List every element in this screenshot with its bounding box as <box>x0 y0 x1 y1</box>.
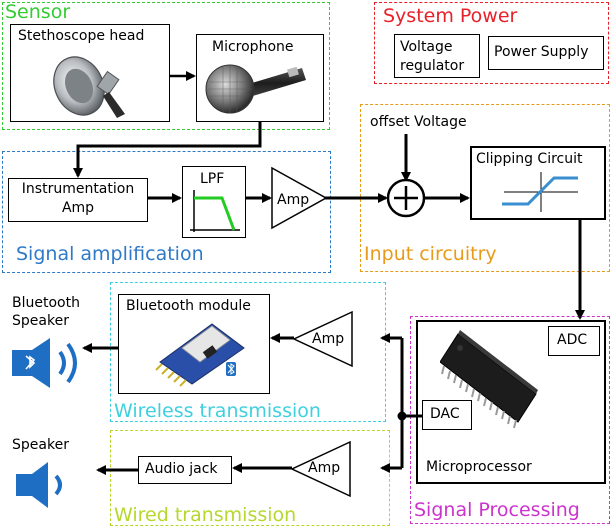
adc-block <box>548 326 600 356</box>
dac-label: DAC <box>430 406 460 422</box>
lpf-label: LPF <box>200 171 225 187</box>
sensor-group <box>2 2 330 130</box>
microprocessor-label: Microprocessor <box>426 459 532 475</box>
input-circuitry-group-title: Input circuitry <box>364 243 497 265</box>
bluetooth-speaker-icon <box>12 338 77 388</box>
audio-jack-block <box>138 456 232 484</box>
speaker-icon <box>16 462 62 508</box>
signal-processing-group <box>410 316 610 524</box>
wireless-transmission-group <box>110 282 386 422</box>
microphone-label: Microphone <box>212 39 294 55</box>
wireless-transmission-group-title: Wireless transmission <box>114 400 321 422</box>
instrumentation-amp-label-line2: Amp <box>61 200 95 216</box>
clipping-circuit-label: Clipping Circuit <box>476 151 583 167</box>
microphone-icon <box>205 64 306 114</box>
wired-transmission-group-title: Wired transmission <box>114 504 297 526</box>
bluetooth-speaker-label-line2: Speaker <box>12 313 69 329</box>
bluetooth-speaker-label-line1: Bluetooth <box>12 295 80 311</box>
dac-block <box>422 400 472 430</box>
clipping-transfer-graph <box>502 172 578 212</box>
signal-processing-group-title: Signal Processing <box>414 499 580 521</box>
offset-voltage-label: offset Voltage <box>370 114 467 130</box>
signal-amplification-group <box>2 151 331 273</box>
clipping-circuit-block <box>470 146 606 220</box>
adc-label: ADC <box>557 332 588 348</box>
voltage-regulator-label-line1: Voltage <box>400 39 453 55</box>
power-supply-label: Power Supply <box>494 44 589 60</box>
voltage-regulator-label-line2: regulator <box>400 58 465 74</box>
amp-2-label: Amp <box>312 331 345 347</box>
system-power-group-title: System Power <box>383 5 518 27</box>
amp-3-label: Amp <box>308 460 341 476</box>
bluetooth-module-board-icon <box>155 323 245 387</box>
sensor-group-title: Sensor <box>5 1 71 23</box>
instrumentation-amp-block <box>8 178 148 222</box>
wired-transmission-group <box>110 430 390 526</box>
power-supply-block <box>488 36 604 70</box>
stethoscope-head-label: Stethoscope head <box>18 28 145 44</box>
bluetooth-module-label: Bluetooth module <box>126 298 251 314</box>
lpf-response-graph <box>190 190 240 232</box>
microprocessor-chip-icon <box>440 330 538 429</box>
signal-amplification-group-title: Signal amplification <box>16 243 204 265</box>
voltage-regulator-block <box>394 34 480 78</box>
amp-1-label: Amp <box>277 192 310 208</box>
speaker-label: Speaker <box>12 437 69 453</box>
system-power-group <box>374 2 609 84</box>
lpf-block <box>182 166 246 238</box>
audio-jack-label: Audio jack <box>145 461 218 477</box>
stethoscope-icon <box>53 56 125 118</box>
instrumentation-amp-label-line1: Instrumentation <box>21 181 135 197</box>
input-circuitry-group <box>360 104 610 272</box>
